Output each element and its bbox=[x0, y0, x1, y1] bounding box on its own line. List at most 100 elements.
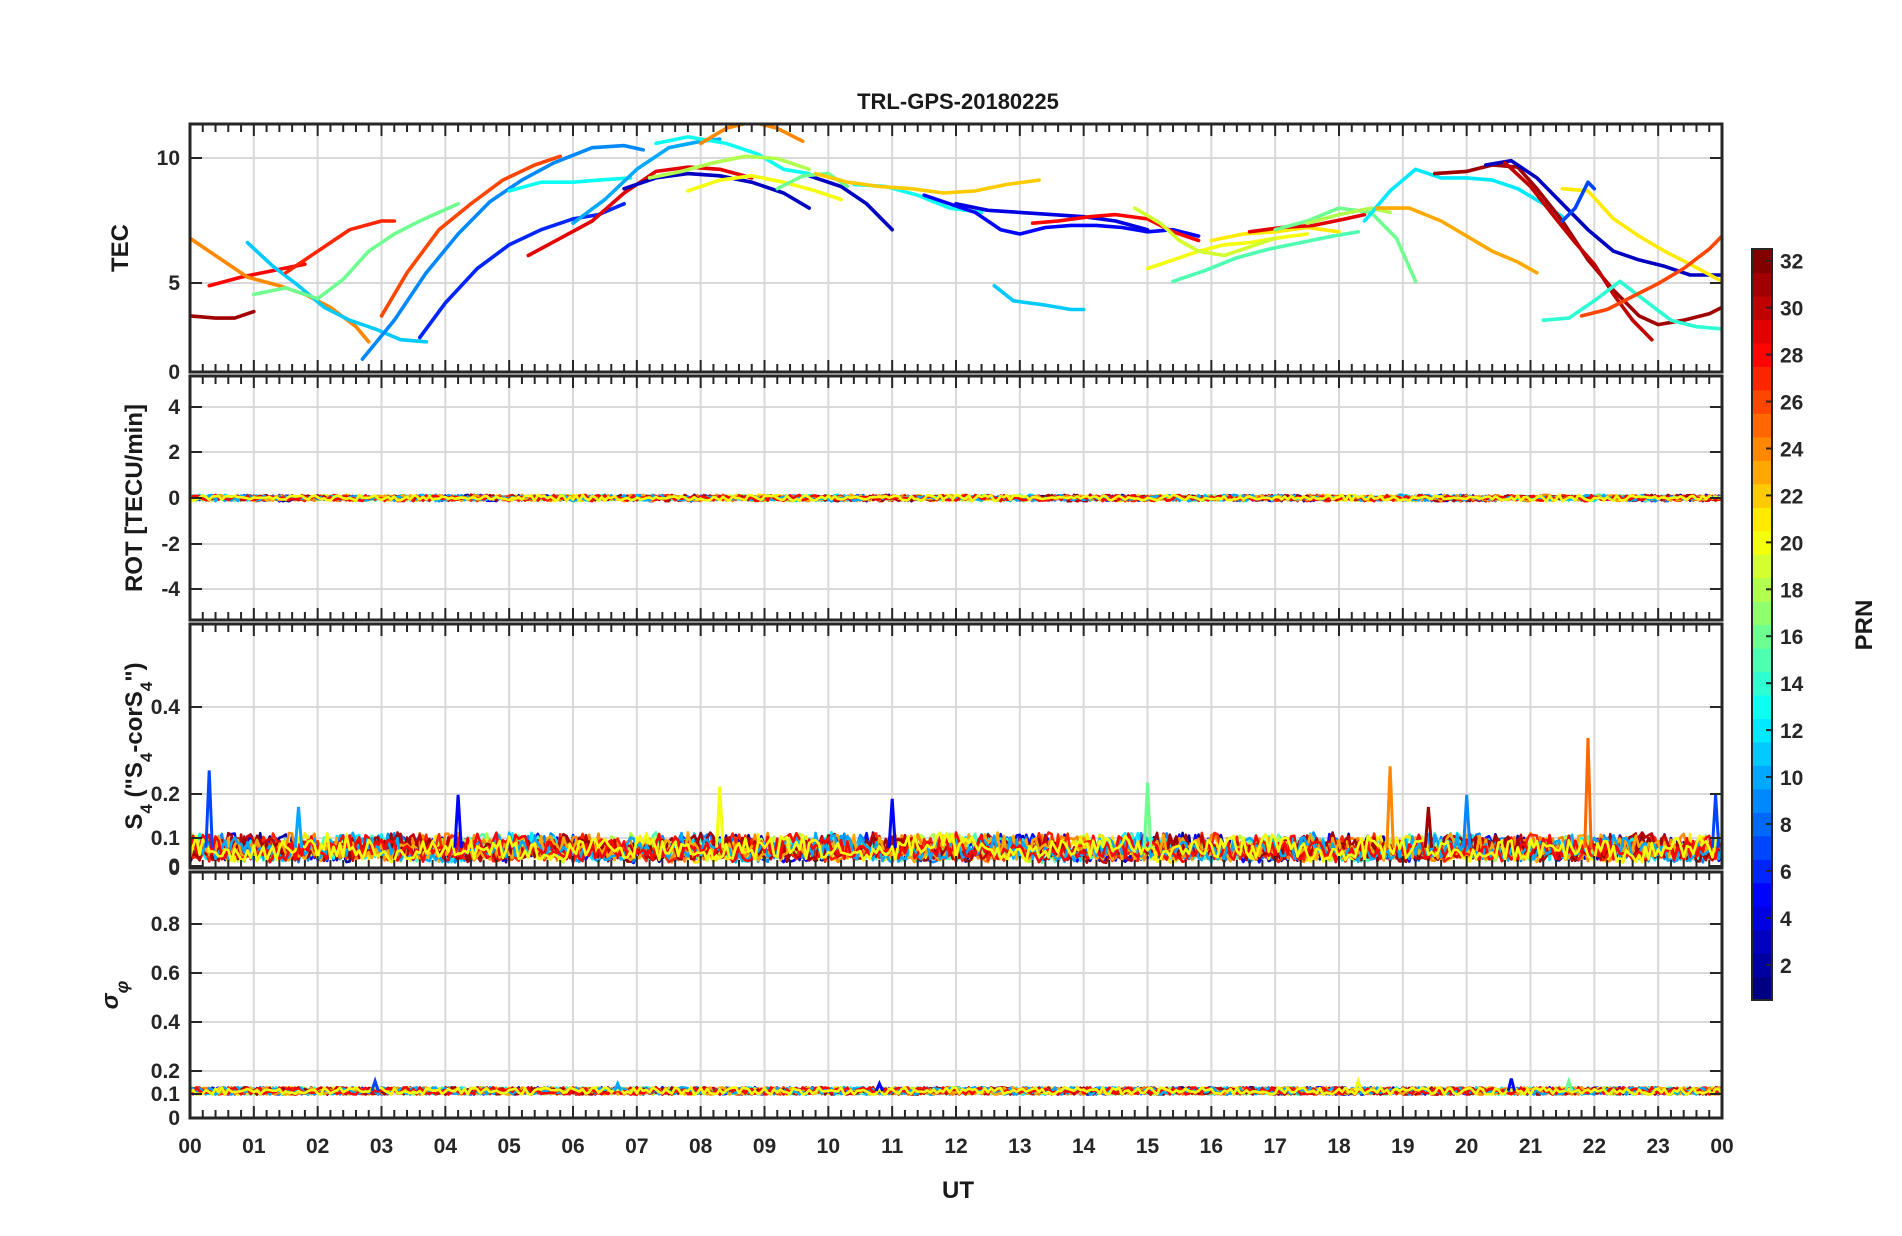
peak-mark bbox=[370, 1076, 380, 1092]
tec-series-prn18 bbox=[1305, 206, 1392, 225]
tec-series-prn4 bbox=[954, 202, 1150, 232]
tec-series-prn6 bbox=[418, 202, 626, 340]
tec-series-prn29 bbox=[1247, 212, 1367, 234]
colorbar-segment bbox=[1752, 976, 1772, 1001]
x-tick-label: 22 bbox=[1583, 1135, 1606, 1158]
sigma-phi-trace-prn20 bbox=[190, 1086, 1722, 1096]
y-tick-label: 0 bbox=[168, 855, 180, 878]
colorbar-segment bbox=[1752, 906, 1772, 931]
colorbar-segment bbox=[1752, 718, 1772, 743]
data-lines bbox=[190, 493, 1722, 503]
y-axis-label-tec: TEC bbox=[107, 224, 134, 272]
tec-series-prn26 bbox=[1579, 234, 1722, 318]
tec-series-prn13 bbox=[654, 135, 811, 176]
colorbar-segment bbox=[1752, 249, 1772, 274]
x-tick-label: 16 bbox=[1200, 1135, 1223, 1158]
x-tick-label: 21 bbox=[1519, 1135, 1543, 1158]
data-lines bbox=[190, 1076, 1722, 1096]
data-lines bbox=[190, 124, 1722, 361]
colorbar-label: PRN bbox=[1851, 600, 1878, 651]
colorbar-tick-label: 14 bbox=[1780, 673, 1804, 696]
colorbar-segment bbox=[1752, 835, 1772, 860]
colorbar-segment bbox=[1752, 483, 1772, 508]
colorbar-tick-label: 4 bbox=[1780, 908, 1792, 931]
x-tick-label: 05 bbox=[497, 1135, 521, 1158]
colorbar-segment bbox=[1752, 741, 1772, 766]
peak-mark bbox=[1423, 806, 1434, 848]
x-tick-label: 07 bbox=[625, 1135, 648, 1158]
x-tick-label: 13 bbox=[1008, 1135, 1031, 1158]
colorbar-segment bbox=[1752, 295, 1772, 320]
y-tick-label: 10 bbox=[157, 147, 180, 170]
colorbar-tick-label: 6 bbox=[1780, 861, 1792, 884]
y-tick-label: 0.8 bbox=[151, 913, 181, 936]
panel-rot: -4 -2 0 2 4 ROT [TECU/min] bbox=[121, 374, 1724, 622]
colorbar-segment bbox=[1752, 929, 1772, 954]
y-tick-label: 2 bbox=[168, 441, 180, 464]
x-tick-label: 17 bbox=[1263, 1135, 1286, 1158]
y-label-part: 4 bbox=[137, 804, 156, 814]
tec-series-prn26 bbox=[379, 154, 562, 318]
panel-s4: 000.10.20.4S4 ("S4-corS4") bbox=[121, 622, 1724, 880]
y-tick-label: 4 bbox=[168, 396, 180, 419]
tec-series-prn22 bbox=[813, 171, 1041, 195]
y-label-part: S bbox=[121, 814, 148, 830]
colorbar-segment bbox=[1752, 859, 1772, 884]
peak-mark bbox=[1142, 782, 1153, 848]
axes-box bbox=[188, 622, 1724, 870]
colorbar-tick-label: 2 bbox=[1780, 955, 1792, 978]
colorbar-segment bbox=[1752, 436, 1772, 461]
colorbar-tick-label: 16 bbox=[1780, 626, 1803, 649]
x-tick-label: 23 bbox=[1646, 1135, 1669, 1158]
colorbar-segment bbox=[1752, 342, 1772, 367]
y-tick-label: 0.4 bbox=[151, 1011, 181, 1034]
colorbar-tick-label: 12 bbox=[1780, 720, 1803, 743]
x-tick-label: 00 bbox=[178, 1135, 201, 1158]
x-tick-label: 03 bbox=[370, 1135, 393, 1158]
x-tick-label: 20 bbox=[1455, 1135, 1478, 1158]
colorbar-tick-label: 32 bbox=[1780, 251, 1803, 274]
colorbar-segment bbox=[1752, 389, 1772, 414]
tec-series-prn20 bbox=[686, 174, 843, 202]
colorbar-segment bbox=[1752, 812, 1772, 837]
x-tick-label: 09 bbox=[753, 1135, 776, 1158]
colorbar-segment bbox=[1752, 460, 1772, 485]
y-tick-label: 0.2 bbox=[151, 783, 180, 806]
colorbar-segment bbox=[1752, 413, 1772, 438]
y-label-part: 4 bbox=[137, 752, 156, 762]
colorbar-tick-label: 20 bbox=[1780, 532, 1803, 555]
tec-series-prn19 bbox=[1132, 206, 1277, 258]
peak-mark bbox=[1385, 766, 1395, 848]
tec-series-prn24 bbox=[698, 124, 805, 146]
peak-mark bbox=[715, 786, 725, 848]
y-label-part: ") bbox=[121, 662, 148, 681]
colorbar-segment bbox=[1752, 953, 1772, 978]
x-tick-label: 08 bbox=[689, 1135, 713, 1158]
y-label-part: σ bbox=[97, 992, 124, 1009]
axes-box bbox=[188, 122, 1724, 374]
colorbar-segment bbox=[1752, 530, 1772, 555]
colorbar-segment bbox=[1752, 319, 1772, 344]
colorbar-tick-label: 28 bbox=[1780, 345, 1804, 368]
y-label-part: 4 bbox=[137, 681, 156, 691]
tec-series-prn12 bbox=[1362, 167, 1565, 223]
colorbar-frame bbox=[1751, 248, 1773, 1001]
tec-series-prn9 bbox=[360, 143, 645, 361]
y-axis-label-sigma-phi: σφ bbox=[97, 980, 132, 1009]
y-label-part: φ bbox=[112, 980, 132, 993]
colorbar-segment bbox=[1752, 624, 1772, 649]
colorbar-tick-label: 24 bbox=[1780, 438, 1804, 461]
x-axis-label: UT bbox=[942, 1177, 974, 1204]
y-tick-label: 0.1 bbox=[151, 827, 181, 850]
y-label-part: ("S bbox=[121, 762, 148, 804]
y-tick-label: 0 bbox=[168, 487, 180, 510]
tec-series-prn11 bbox=[245, 240, 428, 344]
tec-series-prn5 bbox=[922, 193, 1201, 238]
tec-series-prn23 bbox=[1375, 206, 1539, 275]
y-axis-label-s4: S4 ("S4-corS4") bbox=[121, 662, 156, 829]
tec-series-prn13 bbox=[507, 176, 633, 193]
colorbar-tick-label: 10 bbox=[1780, 767, 1803, 790]
y-tick-label: 0.6 bbox=[151, 962, 180, 985]
peak-mark bbox=[887, 798, 897, 848]
